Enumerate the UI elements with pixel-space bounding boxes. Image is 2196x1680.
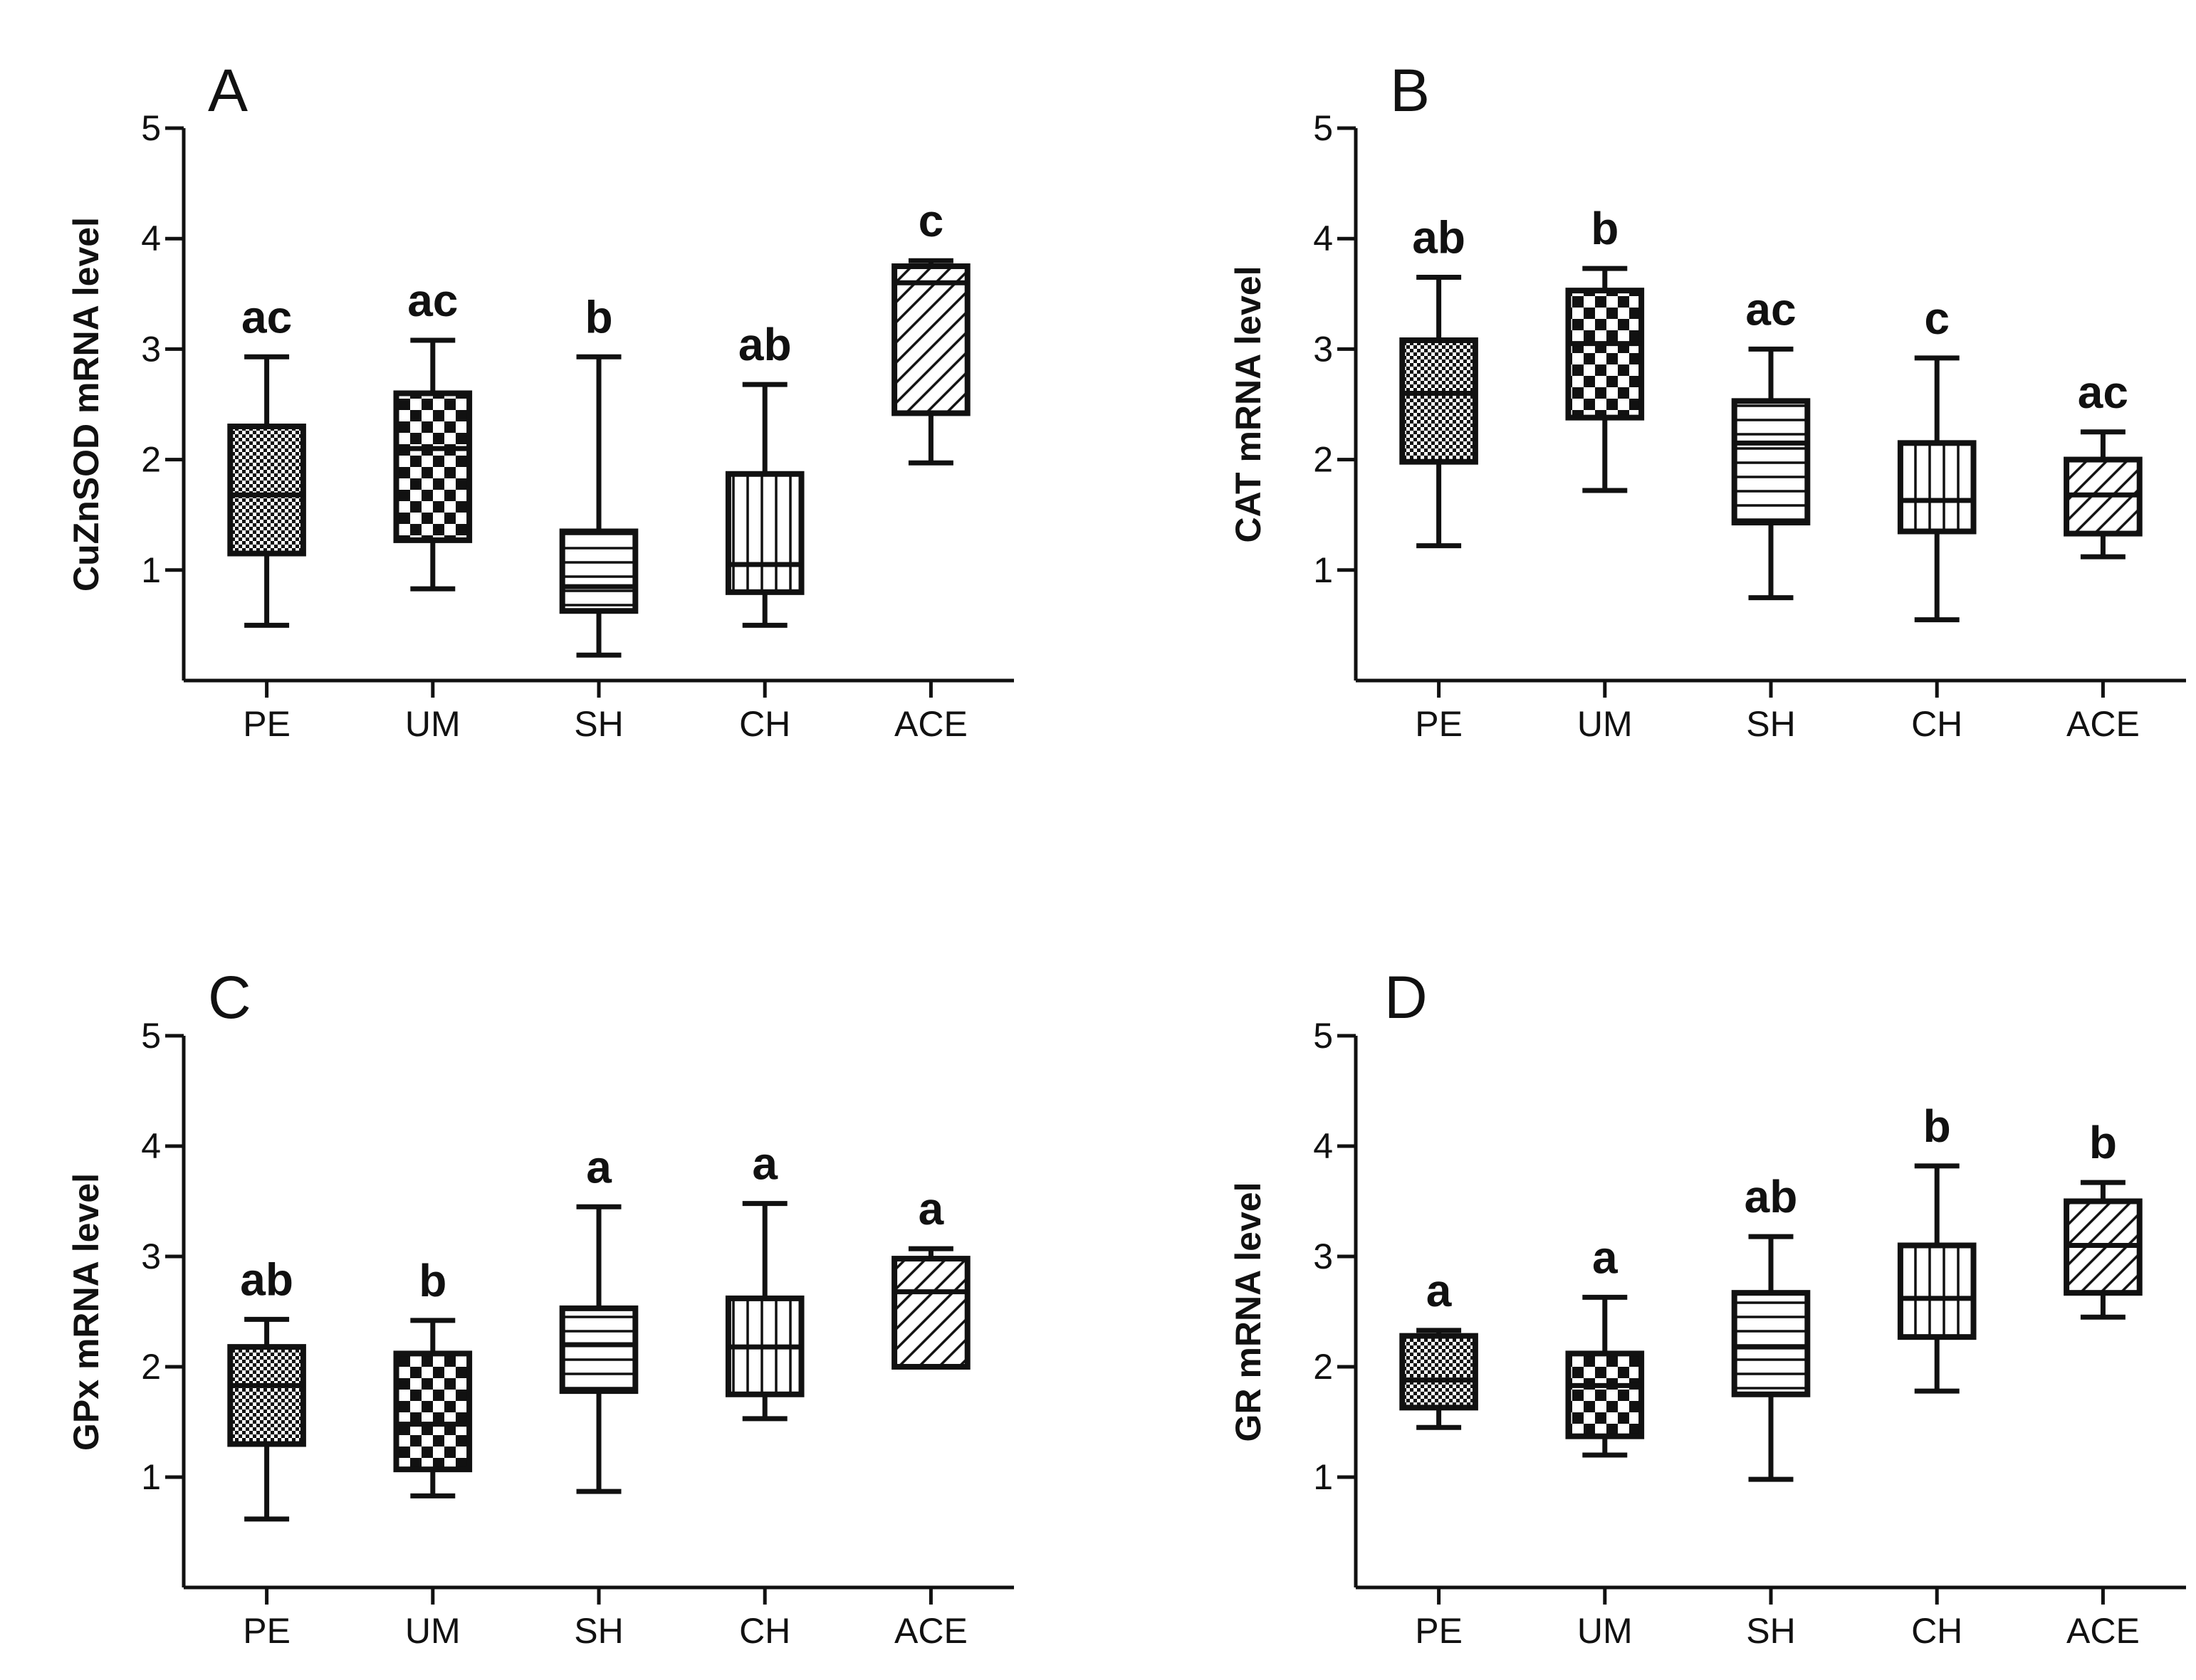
panel-letter: B	[1390, 57, 1430, 124]
box-fine-check	[227, 1344, 306, 1447]
x-tick-label: PE	[1415, 1611, 1463, 1651]
significance-letter: c	[919, 195, 944, 246]
y-tick-label: 5	[1313, 1016, 1333, 1056]
x-tick-label: UM	[1577, 1611, 1633, 1651]
box-coarse-check	[1565, 1350, 1645, 1439]
plot-area: 1 2 3 4 5 PE ab UM b SH ac CH c ACE ac	[1313, 108, 2186, 744]
y-tick-label: 3	[141, 1237, 161, 1276]
y-axis-label: CAT mRNA level	[1228, 266, 1268, 543]
y-tick-label: 3	[1313, 329, 1333, 369]
y-tick-label: 1	[141, 1457, 161, 1497]
y-tick-label: 5	[141, 108, 161, 148]
x-tick-label: SH	[1746, 1611, 1795, 1651]
significance-letter: ac	[241, 291, 292, 342]
significance-letter: b	[1591, 203, 1619, 254]
y-axis-label: GR mRNA level	[1228, 1182, 1268, 1442]
box-diagonal	[892, 1256, 971, 1370]
x-tick-label: SH	[1746, 704, 1795, 744]
significance-letter: a	[586, 1141, 612, 1192]
box-coarse-check	[393, 1350, 473, 1473]
significance-letter: a	[752, 1138, 778, 1190]
significance-letter: ac	[1745, 283, 1796, 335]
y-tick-label: 2	[1313, 1347, 1333, 1387]
significance-letter: b	[585, 291, 612, 342]
significance-letter: ab	[240, 1254, 293, 1305]
significance-letter: b	[1923, 1101, 1951, 1152]
box-horizontal	[1731, 398, 1811, 526]
significance-letter: ab	[1745, 1171, 1798, 1222]
box-coarse-check	[1565, 288, 1645, 421]
box-diagonal	[892, 263, 971, 416]
significance-letter: ab	[738, 319, 792, 370]
x-tick-label: ACE	[894, 704, 968, 744]
plot-area: 1 2 3 4 5 PE ac UM ac SH b CH ab ACE c	[141, 108, 1014, 744]
y-tick-label: 3	[1313, 1237, 1333, 1276]
y-tick-label: 4	[141, 1126, 161, 1166]
y-tick-label: 3	[141, 329, 161, 369]
y-axis-label: GPx mRNA level	[66, 1173, 106, 1451]
y-tick-label: 2	[141, 440, 161, 480]
y-tick-label: 1	[141, 550, 161, 590]
y-tick-label: 1	[1313, 1457, 1333, 1497]
x-tick-label: ACE	[894, 1611, 968, 1651]
x-tick-label: CH	[1911, 704, 1962, 744]
panel-d: D GR mRNA level 1 2 3 4 5 PE a UM a SH ab CH b ACE b	[1228, 964, 2186, 1651]
x-tick-label: CH	[1911, 1611, 1962, 1651]
panel-c: C GPx mRNA level 1 2 3 4 5 PE ab UM b SH a CH a ACE a	[66, 964, 1014, 1651]
box-fine-check	[1399, 1333, 1478, 1411]
x-tick-label: PE	[243, 1611, 291, 1651]
plot-area: 1 2 3 4 5 PE a UM a SH ab CH b ACE b	[1313, 1016, 2186, 1651]
y-tick-label: 4	[1313, 1126, 1333, 1166]
x-tick-label: UM	[405, 1611, 461, 1651]
x-tick-label: CH	[739, 704, 790, 744]
x-tick-label: PE	[1415, 704, 1463, 744]
y-tick-label: 1	[1313, 550, 1333, 590]
significance-letter: ac	[2078, 367, 2128, 418]
box-fine-check	[1399, 337, 1478, 465]
plot-area: 1 2 3 4 5 PE ab UM b SH a CH a ACE a	[141, 1016, 1014, 1651]
significance-letter: b	[419, 1255, 446, 1306]
significance-letter: ac	[407, 275, 458, 326]
significance-letter: c	[1924, 293, 1950, 344]
x-tick-label: ACE	[2066, 1611, 2140, 1651]
y-tick-label: 4	[1313, 219, 1333, 258]
panel-b: B CAT mRNA level 1 2 3 4 5 PE ab UM b SH ac CH c ACE a…	[1228, 57, 2186, 744]
y-tick-label: 4	[141, 219, 161, 258]
box-vertical	[725, 471, 805, 595]
significance-letter: b	[2089, 1117, 2117, 1168]
significance-letter: a	[919, 1183, 944, 1234]
x-tick-label: ACE	[2066, 704, 2140, 744]
significance-letter: a	[1426, 1265, 1452, 1316]
panel-letter: C	[208, 964, 251, 1031]
panel-a: A CuZnSOD mRNA level 1 2 3 4 5 PE ac UM ac SH b CH a…	[66, 57, 1014, 744]
x-tick-label: UM	[405, 704, 461, 744]
y-axis-label: CuZnSOD mRNA level	[66, 217, 106, 592]
box-coarse-check	[393, 390, 473, 543]
box-horizontal	[559, 528, 639, 614]
panel-letter: D	[1384, 964, 1428, 1031]
significance-letter: ab	[1412, 212, 1465, 263]
x-tick-label: UM	[1577, 704, 1633, 744]
box-fine-check	[227, 424, 306, 557]
significance-letter: a	[1592, 1232, 1618, 1283]
panel-letter: A	[208, 57, 248, 124]
y-tick-label: 2	[1313, 440, 1333, 480]
x-tick-label: PE	[243, 704, 291, 744]
x-tick-label: SH	[574, 1611, 623, 1651]
y-tick-label: 5	[1313, 108, 1333, 148]
box-vertical	[1897, 440, 1977, 535]
box-horizontal	[559, 1305, 639, 1395]
x-tick-label: SH	[574, 704, 623, 744]
x-tick-label: CH	[739, 1611, 790, 1651]
box-vertical	[1897, 1242, 1977, 1340]
y-tick-label: 2	[141, 1347, 161, 1387]
box-horizontal	[1731, 1290, 1811, 1397]
y-tick-label: 5	[141, 1016, 161, 1056]
